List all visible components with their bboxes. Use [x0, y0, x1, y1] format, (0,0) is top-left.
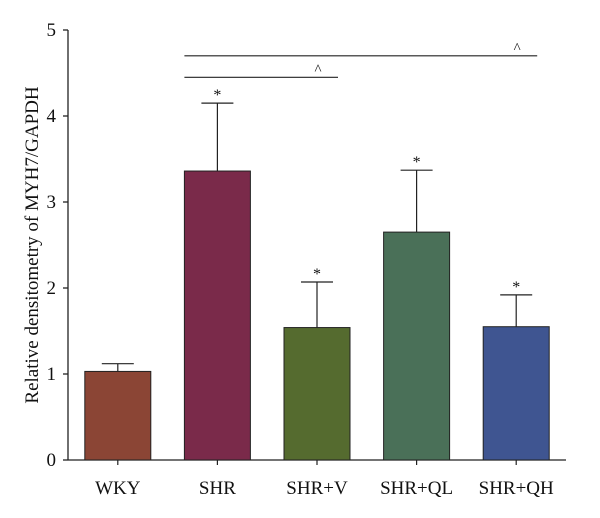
significance-marker: *	[213, 87, 221, 104]
x-tick-label: WKY	[95, 478, 141, 499]
y-tick-label: 5	[47, 20, 57, 41]
bar-shr-ql	[383, 231, 451, 461]
x-tick-label: SHR+QL	[380, 478, 453, 499]
y-tick-label: 1	[47, 364, 57, 385]
y-tick-label: 2	[47, 278, 57, 299]
x-tick-label: SHR+V	[286, 478, 348, 499]
y-tick-label: 0	[47, 450, 57, 471]
significance-marker: *	[512, 279, 520, 296]
significance-marker: *	[413, 154, 421, 171]
x-tick-label: SHR+QH	[479, 478, 554, 499]
y-tick-label: 4	[47, 106, 57, 127]
bar-shr-v	[283, 327, 351, 461]
significance-marker: *	[313, 266, 321, 283]
y-axis-title: Relative densitometry of MYH7/GAPDH	[22, 86, 43, 403]
bar-shr	[183, 170, 251, 461]
comparison-bracket-label: ^	[514, 41, 521, 57]
bar-wky	[84, 370, 152, 461]
bar-shr-qh	[482, 326, 550, 461]
x-tick-label: SHR	[199, 478, 236, 499]
comparison-bracket-label: ^	[314, 62, 321, 78]
y-tick-label: 3	[47, 192, 57, 213]
